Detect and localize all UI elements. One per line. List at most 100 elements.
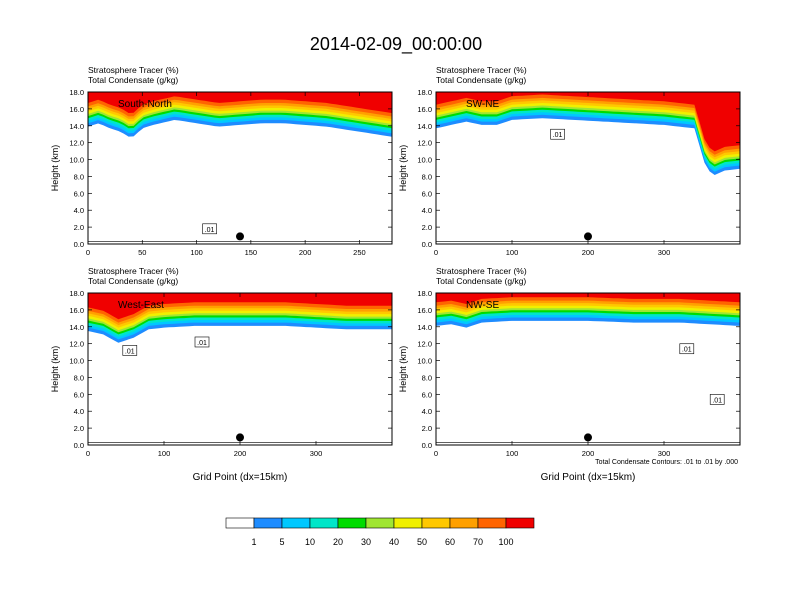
colorbar: 1 5 10 20 30 40 50 60 70 100 bbox=[225, 517, 535, 547]
ytick-label-7: 14.0 bbox=[69, 122, 84, 131]
ytick-label-3: 6.0 bbox=[74, 189, 84, 198]
tracer-band-9 bbox=[88, 92, 392, 114]
colorbar-swatch-3 bbox=[309, 517, 339, 529]
ytick-label-2: 4.0 bbox=[74, 407, 84, 416]
location-marker bbox=[584, 433, 592, 442]
xtick-label-0: 0 bbox=[86, 449, 90, 458]
panel-title: South-North bbox=[118, 99, 172, 110]
left-label-1: Stratosphere Tracer (%) bbox=[88, 266, 179, 276]
ytick-label-1: 2.0 bbox=[422, 223, 432, 232]
xtick-label-3: 300 bbox=[310, 449, 323, 458]
ytick-label-7: 14.0 bbox=[417, 323, 432, 332]
ytick-label-3: 6.0 bbox=[422, 390, 432, 399]
panel-title: West-East bbox=[118, 300, 164, 311]
ytick-label-5: 10.0 bbox=[417, 156, 432, 165]
xtick-label-0: 0 bbox=[434, 449, 438, 458]
colorbar-label-6: 50 bbox=[417, 537, 427, 547]
xtick-label-5: 250 bbox=[353, 248, 366, 257]
left-label-1: Stratosphere Tracer (%) bbox=[88, 65, 179, 75]
figure-title: 2014-02-09_00:00:00 bbox=[310, 34, 482, 55]
xtick-label-0: 0 bbox=[86, 248, 90, 257]
ytick-label-6: 12.0 bbox=[69, 340, 84, 349]
ytick-label-9: 18.0 bbox=[69, 88, 84, 97]
colorbar-swatch-10 bbox=[505, 517, 535, 529]
colorbar-label-5: 40 bbox=[389, 537, 399, 547]
tracer-band-9 bbox=[88, 293, 392, 320]
xtick-label-2: 200 bbox=[582, 248, 595, 257]
xtick-label-4: 200 bbox=[299, 248, 312, 257]
colorbar-swatch-4 bbox=[337, 517, 367, 529]
ytick-label-0: 0.0 bbox=[422, 240, 432, 249]
xtick-label-1: 50 bbox=[138, 248, 146, 257]
ytick-label-3: 6.0 bbox=[74, 390, 84, 399]
tracer-field bbox=[88, 92, 392, 242]
ytick-label-7: 14.0 bbox=[417, 122, 432, 131]
colorbar-swatch-0 bbox=[225, 517, 255, 529]
contour-label-box-0 bbox=[202, 223, 217, 235]
ytick-label-4: 8.0 bbox=[74, 373, 84, 382]
left-label-1: Stratosphere Tracer (%) bbox=[436, 266, 527, 276]
colorbar-swatch-7 bbox=[421, 517, 451, 529]
left-label-2: Total Condensate (g/kg) bbox=[436, 75, 526, 85]
ytick-label-8: 16.0 bbox=[69, 306, 84, 315]
ytick-label-1: 2.0 bbox=[422, 424, 432, 433]
xtick-label-1: 100 bbox=[506, 248, 519, 257]
ytick-label-4: 8.0 bbox=[422, 172, 432, 181]
xtick-label-2: 100 bbox=[190, 248, 203, 257]
colorbar-label-3: 20 bbox=[333, 537, 343, 547]
ytick-label-2: 4.0 bbox=[422, 407, 432, 416]
contour-label-box-1 bbox=[709, 394, 725, 405]
ytick-label-0: 0.0 bbox=[74, 240, 84, 249]
panel-3: .01 .01 0.0 2.0 4.0 6.0 8.0 10.0 12.0 14.0 16.0 18.… bbox=[398, 266, 741, 483]
contour-label-box-0 bbox=[550, 128, 565, 140]
panel-1: .01 0.0 2.0 4.0 6.0 8.0 10.0 12.0 14.0 16.0 18.0 0 1… bbox=[398, 65, 741, 257]
contour-footnote: Total Condensate Contours: .01 to .01 by… bbox=[595, 459, 738, 466]
panels: .01 0.0 2.0 4.0 6.0 8.0 10.0 12.0 14.0 16.0 18.0 0 5… bbox=[50, 65, 741, 483]
colorbar-swatch-6 bbox=[393, 517, 423, 529]
ylabel: Height (km) bbox=[50, 346, 60, 393]
tracer-field bbox=[88, 293, 392, 443]
xtick-label-3: 300 bbox=[658, 449, 671, 458]
plot-frame bbox=[87, 91, 393, 245]
xtick-label-1: 100 bbox=[158, 449, 171, 458]
xtick-label-0: 0 bbox=[434, 248, 438, 257]
contour-label-box-1 bbox=[194, 336, 210, 348]
tracer-field bbox=[436, 293, 740, 443]
panel-title: SW-NE bbox=[466, 99, 499, 110]
contour-label-box-0 bbox=[679, 343, 695, 355]
colorbar-swatch-9 bbox=[477, 517, 507, 529]
location-marker bbox=[236, 433, 244, 442]
ytick-label-0: 0.0 bbox=[74, 441, 84, 450]
ytick-label-5: 10.0 bbox=[69, 357, 84, 366]
contour-label-box-0 bbox=[122, 345, 138, 356]
contour-label-1: .01 bbox=[197, 340, 207, 347]
panel-0: .01 0.0 2.0 4.0 6.0 8.0 10.0 12.0 14.0 16.0 18.0 0 5… bbox=[50, 65, 393, 257]
colorbar-label-0: 1 bbox=[251, 537, 256, 547]
tracer-band-9 bbox=[436, 92, 740, 152]
colorbar-swatch-2 bbox=[281, 517, 311, 529]
contour-label-0: .01 bbox=[205, 227, 215, 234]
tracer-field bbox=[436, 92, 740, 242]
ytick-label-5: 10.0 bbox=[417, 357, 432, 366]
xtick-label-2: 200 bbox=[234, 449, 247, 458]
colorbar-label-4: 30 bbox=[361, 537, 371, 547]
location-marker bbox=[584, 232, 592, 241]
ytick-label-1: 2.0 bbox=[74, 424, 84, 433]
panel-2: .01 .01 0.0 2.0 4.0 6.0 8.0 10.0 12.0 14.0 16.0 18.… bbox=[50, 266, 393, 483]
colorbar-swatch-8 bbox=[449, 517, 479, 529]
contour-label-0: .01 bbox=[553, 132, 563, 139]
ytick-label-4: 8.0 bbox=[74, 172, 84, 181]
left-label-2: Total Condensate (g/kg) bbox=[88, 75, 178, 85]
tracer-band-6 bbox=[436, 92, 740, 160]
ytick-label-6: 12.0 bbox=[417, 340, 432, 349]
xtick-label-3: 300 bbox=[658, 248, 671, 257]
ytick-label-9: 18.0 bbox=[69, 289, 84, 298]
ytick-label-3: 6.0 bbox=[422, 189, 432, 198]
ytick-label-5: 10.0 bbox=[69, 156, 84, 165]
ylabel: Height (km) bbox=[50, 145, 60, 192]
colorbar-swatch-5 bbox=[365, 517, 395, 529]
left-label-1: Stratosphere Tracer (%) bbox=[436, 65, 527, 75]
left-label-2: Total Condensate (g/kg) bbox=[88, 276, 178, 286]
contour-label-1: .01 bbox=[712, 397, 722, 404]
